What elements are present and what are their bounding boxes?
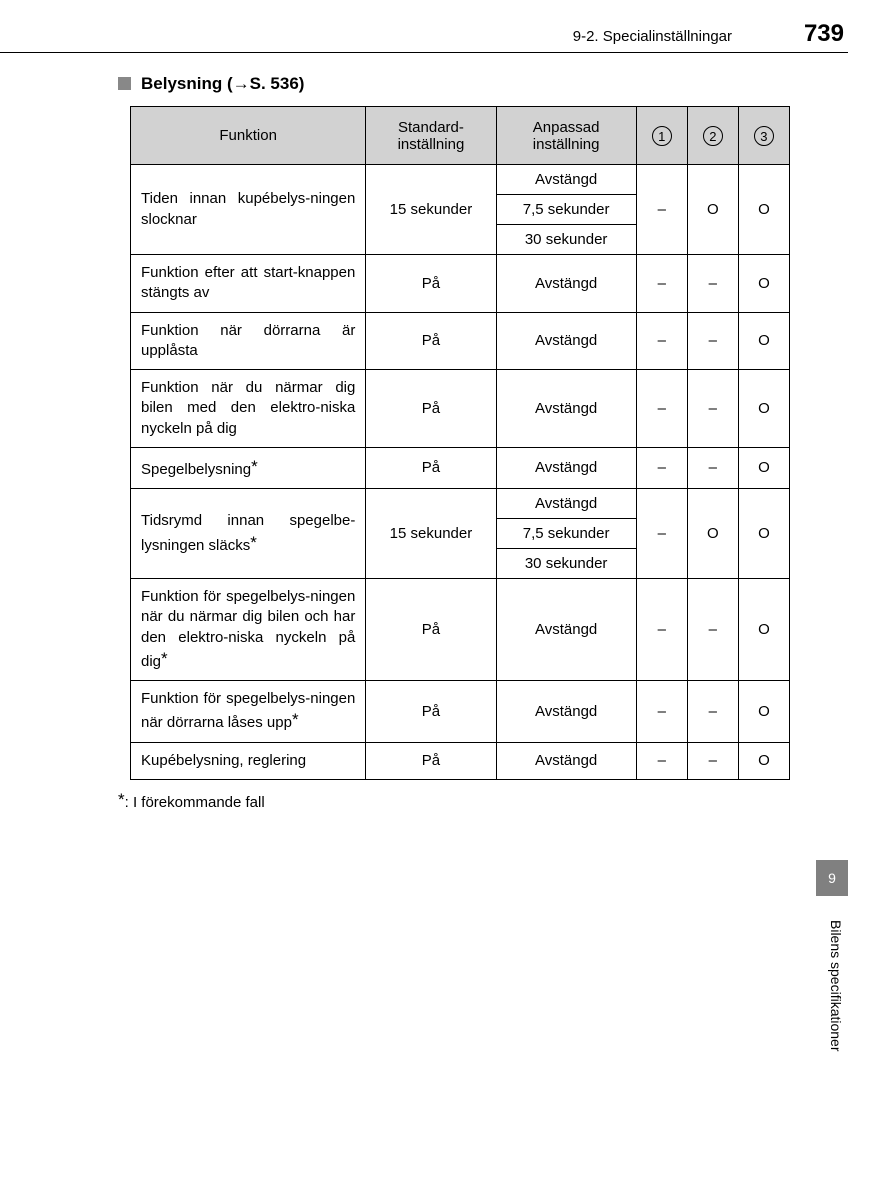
cell-mark-2: O — [687, 489, 738, 579]
cell-mark-3: O — [738, 489, 789, 579]
cell-anpassad: 7,5 sekunder — [496, 519, 636, 549]
cell-funktion: Tidsrymd innan spegelbe-lysningen släcks… — [131, 489, 366, 579]
footnote: *: I förekommande fall — [118, 790, 265, 811]
cell-standard: På — [366, 742, 496, 779]
col-anpassad: Anpassad inställning — [496, 107, 636, 165]
col-funktion: Funktion — [131, 107, 366, 165]
table-row: Tidsrymd innan spegelbe-lysningen släcks… — [131, 489, 790, 519]
cell-mark-1: – — [636, 312, 687, 370]
cell-mark-3: O — [738, 255, 789, 313]
cell-anpassad: 30 sekunder — [496, 549, 636, 579]
cell-anpassad: Avstängd — [496, 742, 636, 779]
cell-mark-1: – — [636, 742, 687, 779]
footnote-text: : I förekommande fall — [125, 794, 265, 811]
cell-standard: 15 sekunder — [366, 165, 496, 255]
footnote-marker: * — [118, 790, 125, 809]
cell-funktion: Funktion när du närmar dig bilen med den… — [131, 370, 366, 448]
cell-anpassad: Avstängd — [496, 255, 636, 313]
cell-mark-1: – — [636, 489, 687, 579]
cell-anpassad: Avstängd — [496, 489, 636, 519]
cell-funktion: Funktion när dörrarna är upplåsta — [131, 312, 366, 370]
cell-mark-3: O — [738, 370, 789, 448]
cell-mark-2: – — [687, 742, 738, 779]
table-row: Spegelbelysning*PåAvstängd––O — [131, 447, 790, 488]
cell-mark-2: – — [687, 579, 738, 681]
cell-funktion: Tiden innan kupébelys-ningen slocknar — [131, 165, 366, 255]
cell-standard: På — [366, 370, 496, 448]
cell-mark-1: – — [636, 681, 687, 743]
cell-mark-2: – — [687, 447, 738, 488]
cell-mark-1: – — [636, 447, 687, 488]
cell-anpassad: Avstängd — [496, 681, 636, 743]
cell-mark-2: – — [687, 255, 738, 313]
cell-mark-2: – — [687, 312, 738, 370]
section-title-text: Belysning (→S. 536) — [141, 74, 304, 93]
header-rule — [0, 52, 848, 53]
col-circle-2: 2 — [687, 107, 738, 165]
table-row: Funktion efter att start-knappen stängts… — [131, 255, 790, 313]
cell-standard: På — [366, 579, 496, 681]
cell-anpassad: Avstängd — [496, 447, 636, 488]
table-row: Funktion för spegelbelys-ningen när du n… — [131, 579, 790, 681]
table-row: Funktion för spegelbelys-ningen när dörr… — [131, 681, 790, 743]
cell-mark-1: – — [636, 579, 687, 681]
cell-mark-2: – — [687, 370, 738, 448]
cell-mark-1: – — [636, 370, 687, 448]
settings-table: Funktion Standard- inställning Anpassad … — [130, 106, 790, 780]
side-tab: 9 — [816, 860, 848, 896]
col-standard: Standard- inställning — [366, 107, 496, 165]
cell-standard: På — [366, 312, 496, 370]
cell-funktion: Kupébelysning, reglering — [131, 742, 366, 779]
table-row: Kupébelysning, regleringPåAvstängd––O — [131, 742, 790, 779]
cell-mark-3: O — [738, 742, 789, 779]
page-number: 739 — [804, 20, 844, 48]
cell-standard: På — [366, 255, 496, 313]
cell-anpassad: Avstängd — [496, 312, 636, 370]
cell-funktion: Funktion för spegelbelys-ningen när du n… — [131, 579, 366, 681]
star-icon: * — [251, 457, 258, 476]
table-row: Funktion när dörrarna är upplåstaPåAvstä… — [131, 312, 790, 370]
cell-anpassad: 30 sekunder — [496, 225, 636, 255]
cell-standard: 15 sekunder — [366, 489, 496, 579]
star-icon: * — [161, 649, 168, 668]
cell-mark-3: O — [738, 447, 789, 488]
cell-mark-3: O — [738, 312, 789, 370]
cell-anpassad: Avstängd — [496, 165, 636, 195]
cell-funktion: Spegelbelysning* — [131, 447, 366, 488]
cell-mark-2: O — [687, 165, 738, 255]
cell-anpassad: 7,5 sekunder — [496, 195, 636, 225]
star-icon: * — [250, 533, 257, 552]
cell-mark-1: – — [636, 255, 687, 313]
circled-1-icon: 1 — [652, 126, 672, 146]
table-row: Funktion när du närmar dig bilen med den… — [131, 370, 790, 448]
cell-funktion: Funktion efter att start-knappen stängts… — [131, 255, 366, 313]
cell-mark-3: O — [738, 165, 789, 255]
section-title: Belysning (→S. 536) — [118, 74, 304, 94]
star-icon: * — [292, 710, 299, 729]
cell-standard: På — [366, 447, 496, 488]
table-header-row: Funktion Standard- inställning Anpassad … — [131, 107, 790, 165]
side-label: Bilens specifikationer — [828, 920, 844, 1052]
cell-mark-1: – — [636, 165, 687, 255]
circled-2-icon: 2 — [703, 126, 723, 146]
table-row: Tiden innan kupébelys-ningen slocknar15 … — [131, 165, 790, 195]
cell-standard: På — [366, 681, 496, 743]
cell-mark-2: – — [687, 681, 738, 743]
col-circle-1: 1 — [636, 107, 687, 165]
settings-table-wrap: Funktion Standard- inställning Anpassad … — [130, 106, 790, 780]
cell-anpassad: Avstängd — [496, 370, 636, 448]
cell-funktion: Funktion för spegelbelys-ningen när dörr… — [131, 681, 366, 743]
col-circle-3: 3 — [738, 107, 789, 165]
cell-mark-3: O — [738, 579, 789, 681]
cell-anpassad: Avstängd — [496, 579, 636, 681]
circled-3-icon: 3 — [754, 126, 774, 146]
section-bullet-icon — [118, 77, 131, 90]
breadcrumb: 9-2. Specialinställningar — [573, 28, 732, 45]
cell-mark-3: O — [738, 681, 789, 743]
